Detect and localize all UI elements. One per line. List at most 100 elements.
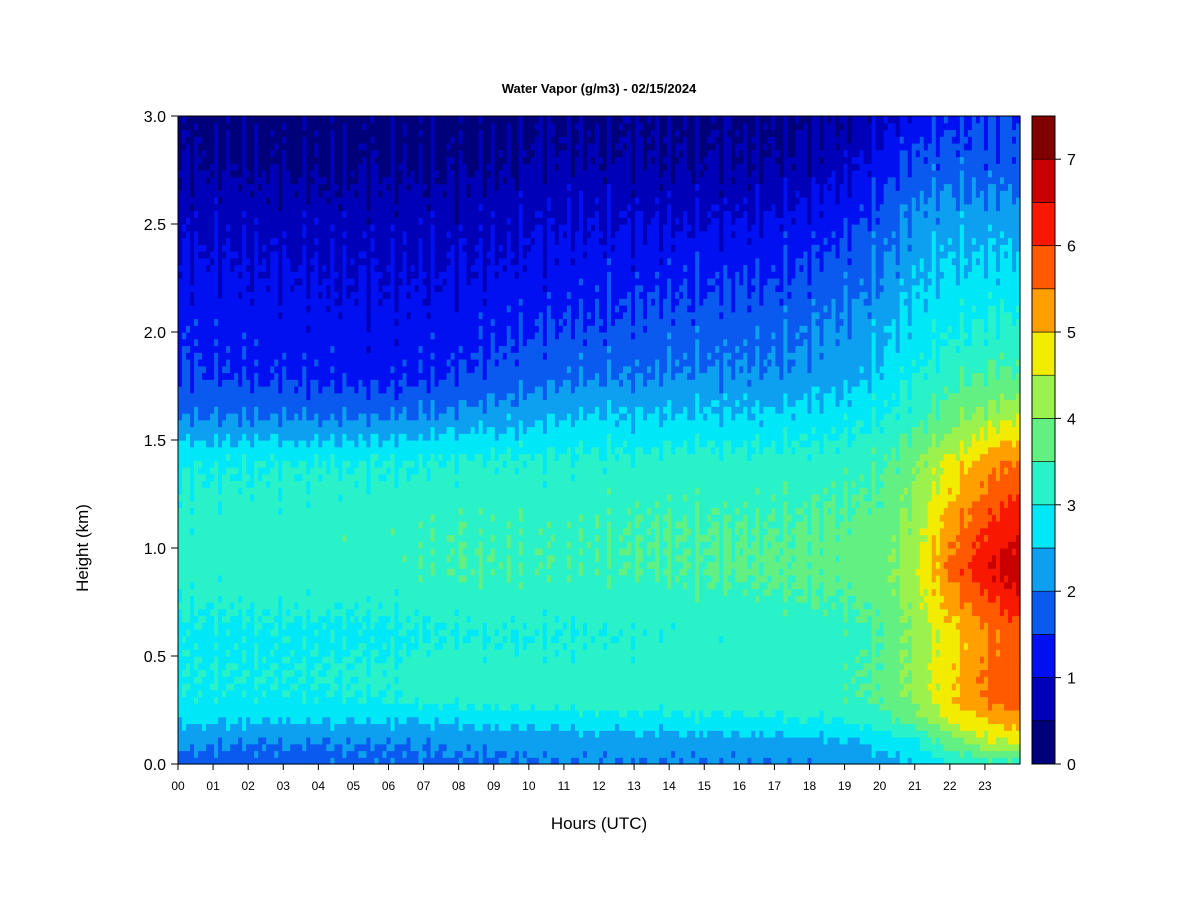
- heatmap-cell: [194, 400, 199, 407]
- heatmap-cell: [214, 622, 219, 629]
- heatmap-cell: [186, 649, 191, 656]
- heatmap-cell: [218, 649, 223, 656]
- heatmap-cell: [370, 170, 375, 177]
- heatmap-cell: [366, 258, 371, 265]
- heatmap-cell: [266, 150, 271, 157]
- heatmap-cell: [266, 373, 271, 380]
- heatmap-cell: [334, 724, 339, 731]
- heatmap-cell: [306, 616, 311, 623]
- heatmap-cell: [302, 481, 307, 488]
- heatmap-cell: [294, 636, 299, 643]
- heatmap-cell: [222, 197, 227, 204]
- heatmap-cell: [330, 379, 335, 386]
- heatmap-cell: [194, 163, 199, 170]
- heatmap-cell: [242, 568, 247, 575]
- heatmap-cell: [330, 332, 335, 339]
- heatmap-cell: [298, 447, 303, 454]
- heatmap-cell: [374, 224, 379, 231]
- heatmap-cell: [338, 251, 343, 258]
- heatmap-cell: [298, 400, 303, 407]
- heatmap-cell: [374, 211, 379, 218]
- heatmap-cell: [318, 292, 323, 299]
- heatmap-cell: [270, 217, 275, 224]
- heatmap-cell: [238, 190, 243, 197]
- heatmap-cell: [278, 467, 283, 474]
- heatmap-cell: [230, 231, 235, 238]
- heatmap-cell: [278, 244, 283, 251]
- heatmap-cell: [246, 562, 251, 569]
- heatmap-cell: [258, 238, 263, 245]
- heatmap-cell: [346, 562, 351, 569]
- heatmap-cell: [262, 528, 267, 535]
- heatmap-cell: [302, 616, 307, 623]
- heatmap-cell: [342, 582, 347, 589]
- heatmap-cell: [326, 238, 331, 245]
- heatmap-cell: [362, 427, 367, 434]
- heatmap-cell: [230, 737, 235, 744]
- heatmap-cell: [202, 406, 207, 413]
- heatmap-cell: [350, 339, 355, 346]
- heatmap-cell: [370, 150, 375, 157]
- heatmap-cell: [378, 224, 383, 231]
- heatmap-cell: [274, 251, 279, 258]
- heatmap-cell: [242, 541, 247, 548]
- heatmap-cell: [242, 697, 247, 704]
- heatmap-cell: [378, 352, 383, 359]
- heatmap-cell: [378, 157, 383, 164]
- heatmap-cell: [294, 197, 299, 204]
- heatmap-cell: [206, 535, 211, 542]
- heatmap-cell: [214, 751, 219, 758]
- heatmap-cell: [362, 670, 367, 677]
- heatmap-cell: [294, 204, 299, 211]
- heatmap-cell: [318, 703, 323, 710]
- heatmap-cell: [318, 406, 323, 413]
- heatmap-cell: [302, 265, 307, 272]
- heatmap-cell: [350, 710, 355, 717]
- heatmap-cell: [250, 359, 255, 366]
- heatmap-cell: [274, 487, 279, 494]
- heatmap-cell: [354, 636, 359, 643]
- heatmap-cell: [358, 528, 363, 535]
- heatmap-plot-area: [178, 116, 1021, 765]
- heatmap-cell: [222, 528, 227, 535]
- heatmap-cell: [246, 582, 251, 589]
- heatmap-cell: [246, 433, 251, 440]
- heatmap-cell: [206, 285, 211, 292]
- heatmap-cell: [290, 440, 295, 447]
- heatmap-cell: [322, 447, 327, 454]
- heatmap-cell: [370, 406, 375, 413]
- heatmap-cell: [274, 555, 279, 562]
- heatmap-cell: [370, 616, 375, 623]
- heatmap-cell: [270, 204, 275, 211]
- heatmap-cell: [258, 285, 263, 292]
- heatmap-cell: [182, 494, 187, 501]
- heatmap-cell: [282, 656, 287, 663]
- heatmap-cell: [262, 136, 267, 143]
- heatmap-cell: [254, 427, 259, 434]
- heatmap-cell: [246, 292, 251, 299]
- heatmap-cell: [322, 379, 327, 386]
- heatmap-cell: [326, 568, 331, 575]
- heatmap-cell: [210, 271, 215, 278]
- heatmap-cell: [274, 217, 279, 224]
- heatmap-cell: [342, 514, 347, 521]
- heatmap-cell: [366, 238, 371, 245]
- heatmap-cell: [262, 332, 267, 339]
- heatmap-cell: [342, 440, 347, 447]
- heatmap-cell: [358, 575, 363, 582]
- heatmap-cell: [262, 217, 267, 224]
- heatmap-cell: [318, 393, 323, 400]
- heatmap-cell: [310, 508, 315, 515]
- heatmap-cell: [254, 460, 259, 467]
- heatmap-cell: [358, 238, 363, 245]
- heatmap-cell: [322, 150, 327, 157]
- heatmap-cell: [314, 541, 319, 548]
- heatmap-cell: [210, 730, 215, 737]
- heatmap-cell: [206, 541, 211, 548]
- heatmap-cell: [218, 305, 223, 312]
- heatmap-cell: [226, 467, 231, 474]
- heatmap-cell: [318, 386, 323, 393]
- heatmap-cell: [190, 717, 195, 724]
- heatmap-cell: [282, 757, 287, 764]
- heatmap-cell: [350, 379, 355, 386]
